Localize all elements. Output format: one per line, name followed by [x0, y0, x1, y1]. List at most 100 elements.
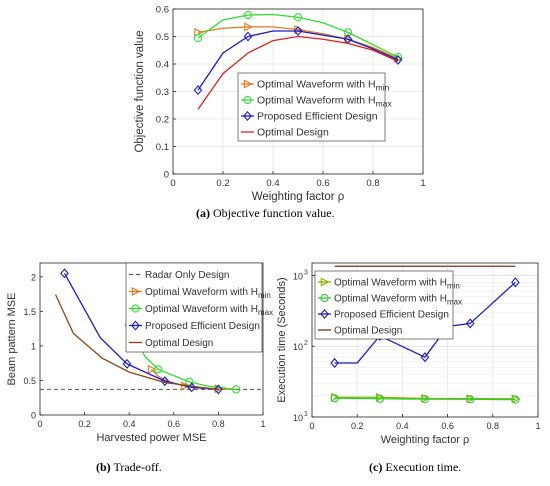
legend-label: Optimal Waveform with Hmax	[334, 294, 462, 307]
legend-label: Optimal Waveform with Hmin	[145, 287, 271, 300]
y-tick-label: 10	[293, 342, 303, 352]
series-4	[55, 294, 219, 391]
series-line	[334, 281, 516, 364]
data-point	[122, 358, 132, 369]
data-point	[193, 85, 203, 96]
legend-item: Proposed Efficient Design	[241, 111, 378, 123]
y-tick-exponent: 1	[304, 411, 308, 418]
legend-swatch-marker	[320, 277, 330, 287]
x-tick-label: 0.8	[487, 421, 500, 431]
legend-label-subscript: min	[447, 282, 460, 291]
legend-item: Optimal Design	[241, 127, 329, 139]
data-point	[243, 31, 253, 42]
series-2	[330, 394, 520, 404]
legend-label-subscript: min	[258, 291, 271, 300]
x-axis-label: Harvested power MSE	[96, 432, 206, 444]
series-line	[63, 273, 219, 391]
data-point	[154, 365, 163, 374]
caption-c: (c) Execution time.	[369, 460, 461, 475]
axes-box	[311, 262, 539, 418]
data-point	[343, 28, 353, 37]
caption-c-text: Execution time.	[382, 460, 462, 474]
legend-label: Proposed Efficient Design	[145, 321, 260, 332]
series-4	[197, 35, 399, 110]
data-point	[232, 385, 241, 394]
data-point	[375, 394, 384, 403]
caption-b: (b) Trade-off.	[96, 460, 162, 475]
chart-trade-off: 0 0.2 0.4 0.6 0.8 1 0 0.5 1 1.5 2 Harvested power M…	[6, 262, 273, 444]
y-tick-label: 0	[164, 170, 169, 181]
legend-box	[314, 270, 454, 340]
legend: Optimal Waveform with Hmin Optimal Wavefo…	[237, 72, 392, 142]
legend-item: Optimal Waveform with Hmax	[318, 294, 462, 307]
data-point	[465, 318, 475, 329]
data-point	[420, 352, 430, 363]
legend-label: Optimal Waveform with Hmax	[145, 304, 273, 317]
legend-item: Optimal Design	[129, 338, 213, 349]
legend-item: Optimal Waveform with Hmax	[129, 304, 273, 317]
chart-objective-function: 0 0.2 0.4 0.6 0.8 1 0 0.1 0.2 0.3 0.4 0.5 0.6 Weighti…	[134, 5, 426, 204]
data-point	[293, 13, 303, 22]
x-tick-label: 0.4	[396, 421, 409, 431]
legend: Radar Only Design Optimal Waveform with H…	[125, 262, 273, 353]
y-tick-label: 0.5	[156, 32, 169, 43]
series-3	[193, 25, 403, 96]
legend-label: Optimal Design	[145, 338, 213, 349]
series-line	[55, 294, 219, 391]
y-axis-label: Beam pattern MSE	[6, 293, 18, 386]
legend-item: Optimal Waveform with Hmax	[241, 95, 392, 109]
data-point	[160, 376, 170, 387]
x-tick-label: 0.2	[351, 421, 364, 431]
y-tick-label: 0.3	[156, 87, 169, 98]
legend-swatch-marker	[243, 79, 253, 89]
y-tick-label: 10	[293, 271, 303, 281]
y-axis-label: Execution time (Seconds)	[276, 277, 288, 402]
legend-item: Proposed Efficient Design	[129, 320, 260, 332]
y-tick-label: 0	[31, 411, 36, 421]
legend-item: Optimal Design	[318, 326, 402, 337]
data-point	[330, 394, 339, 403]
data-point	[243, 10, 253, 20]
x-tick-label: 0.4	[266, 178, 279, 189]
x-axis-label: Weighting factor ρ	[252, 191, 345, 203]
data-point	[244, 22, 254, 32]
x-tick-label: 1	[420, 178, 425, 189]
y-tick-exponent: 2	[304, 340, 308, 347]
data-point	[511, 395, 520, 404]
legend-label: Optimal Waveform with Hmin	[257, 79, 390, 93]
x-tick-label: 0.2	[216, 178, 229, 189]
legend-swatch-marker	[131, 320, 140, 331]
data-point	[147, 364, 157, 374]
y-tick-label: 0.6	[156, 5, 169, 16]
x-tick-label: 0.6	[441, 421, 454, 431]
caption-a: (a) Objective function value.	[196, 206, 335, 221]
legend-label: Proposed Efficient Design	[334, 310, 449, 321]
x-tick-label: 1	[260, 419, 265, 429]
data-point	[511, 277, 520, 288]
x-tick-label: 0.6	[316, 178, 329, 189]
y-tick-label: 1.5	[23, 307, 36, 317]
legend-swatch-marker	[243, 95, 252, 105]
x-axis-label: Weighting factor ρ	[381, 434, 470, 446]
x-tick-label: 0	[170, 178, 175, 189]
data-point	[466, 395, 475, 404]
legend-label-subscript: min	[376, 83, 390, 93]
legend-item: Radar Only Design	[129, 270, 229, 281]
y-axis-label: Objective function value	[134, 30, 146, 152]
y-tick-label: 0.5	[23, 376, 36, 386]
legend-item: Optimal Waveform with Hmin	[129, 287, 271, 300]
legend-label: Proposed Efficient Design	[257, 111, 378, 123]
x-tick-label: 0	[309, 421, 314, 431]
y-tick-label: 1	[31, 341, 36, 351]
y-tick-label: 2	[31, 272, 36, 282]
series-line	[334, 396, 516, 400]
legend: Optimal Waveform with Hmin Optimal Wavefo…	[314, 270, 462, 340]
legend-label-subscript: max	[376, 99, 393, 109]
legend-item: Optimal Waveform with Hmin	[241, 79, 390, 93]
legend-swatch-marker	[131, 304, 140, 313]
x-tick-label: 0.2	[78, 419, 91, 429]
legend-label: Optimal Waveform with Hmin	[334, 278, 460, 291]
legend-label-subscript: max	[447, 298, 462, 307]
caption-b-text: Trade-off.	[110, 460, 162, 474]
